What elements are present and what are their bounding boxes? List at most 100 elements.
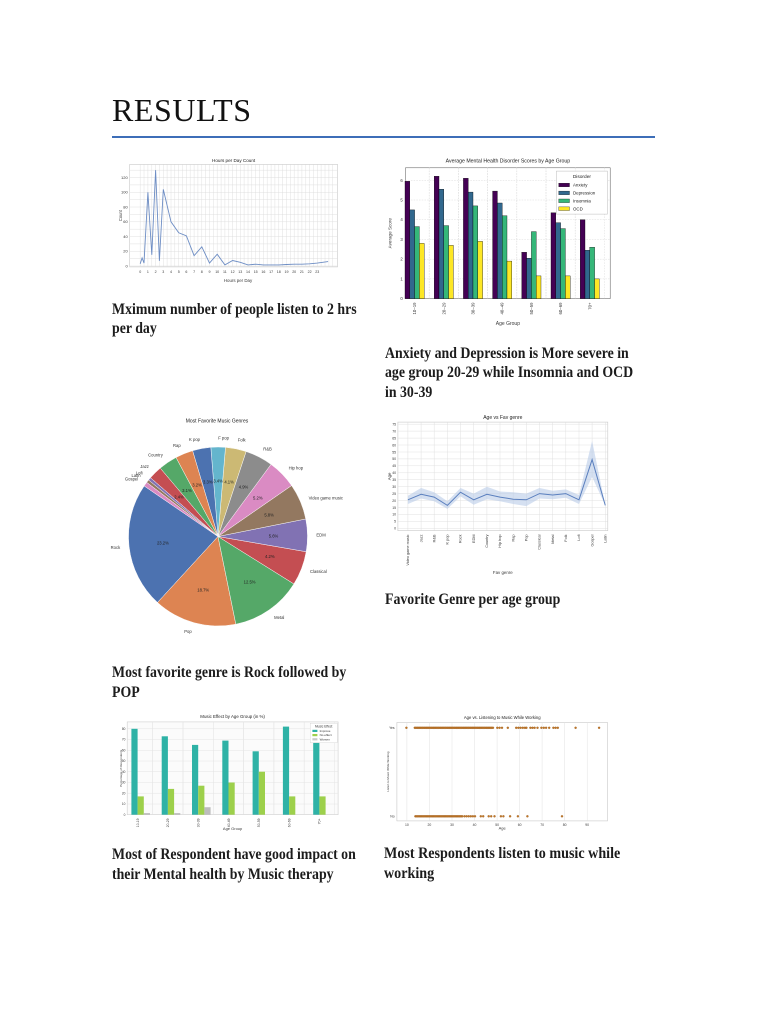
svg-text:50: 50: [122, 759, 126, 763]
svg-text:Listen to Music While Working: Listen to Music While Working: [386, 751, 390, 791]
svg-text:Jazz: Jazz: [140, 464, 149, 469]
svg-text:60: 60: [122, 749, 126, 753]
svg-text:Video game music: Video game music: [309, 496, 343, 501]
svg-text:R&B: R&B: [432, 534, 436, 542]
svg-text:60: 60: [123, 219, 128, 224]
svg-text:70: 70: [122, 738, 126, 742]
svg-text:9: 9: [209, 270, 211, 274]
svg-text:2: 2: [400, 257, 403, 262]
svg-text:Pop: Pop: [184, 629, 192, 634]
svg-text:8: 8: [201, 270, 203, 274]
svg-text:Gospel: Gospel: [125, 476, 138, 481]
svg-text:55: 55: [392, 450, 396, 454]
svg-text:10-19: 10-19: [136, 818, 140, 827]
svg-text:0: 0: [400, 296, 403, 301]
svg-text:40: 40: [473, 823, 477, 827]
svg-text:4.1%: 4.1%: [224, 480, 234, 485]
svg-text:15: 15: [392, 506, 396, 510]
svg-text:19: 19: [285, 270, 289, 274]
svg-text:14: 14: [246, 270, 250, 274]
svg-text:60–69: 60–69: [558, 302, 563, 315]
svg-text:70: 70: [540, 823, 544, 827]
svg-text:Classical: Classical: [538, 534, 542, 549]
svg-text:6: 6: [185, 270, 187, 274]
svg-text:Depression: Depression: [573, 191, 596, 196]
svg-text:80: 80: [122, 727, 126, 731]
svg-text:Insomnia: Insomnia: [573, 198, 591, 203]
svg-text:Count: Count: [118, 209, 123, 221]
svg-text:Classical: Classical: [310, 569, 327, 574]
svg-text:25: 25: [392, 492, 396, 496]
svg-text:7: 7: [193, 270, 195, 274]
svg-text:Music Effect: Music Effect: [315, 725, 332, 729]
svg-text:50: 50: [495, 823, 499, 827]
svg-text:Metal: Metal: [274, 615, 284, 620]
svg-text:20: 20: [122, 791, 126, 795]
svg-text:23: 23: [315, 270, 319, 274]
svg-text:1: 1: [147, 270, 149, 274]
svg-text:23.2%: 23.2%: [157, 540, 169, 545]
svg-text:70+: 70+: [318, 818, 322, 824]
svg-text:Country: Country: [148, 453, 164, 458]
svg-text:Hip hop: Hip hop: [498, 535, 502, 548]
svg-text:22: 22: [308, 270, 312, 274]
svg-text:18: 18: [277, 270, 281, 274]
svg-text:4: 4: [170, 270, 172, 274]
svg-text:120: 120: [121, 175, 128, 180]
svg-text:70+: 70+: [587, 302, 592, 310]
svg-text:0: 0: [124, 813, 126, 817]
svg-text:3.3%: 3.3%: [203, 479, 213, 484]
svg-text:Age vs. Listening to Music Whi: Age vs. Listening to Music While Working: [464, 715, 541, 720]
svg-text:18.7%: 18.7%: [197, 588, 209, 593]
svg-text:20-29: 20-29: [166, 818, 170, 827]
svg-text:10: 10: [215, 270, 219, 274]
svg-text:13: 13: [238, 270, 242, 274]
svg-text:60-69: 60-69: [287, 818, 291, 827]
svg-text:30: 30: [392, 485, 396, 489]
svg-text:Age: Age: [387, 472, 392, 480]
svg-text:35: 35: [392, 478, 396, 482]
svg-text:Metal: Metal: [551, 534, 555, 543]
svg-text:90: 90: [585, 823, 589, 827]
svg-text:Average Score: Average Score: [388, 218, 393, 249]
svg-text:3: 3: [400, 237, 403, 242]
svg-text:20: 20: [428, 823, 432, 827]
svg-text:Country: Country: [485, 534, 489, 547]
svg-text:70: 70: [392, 429, 396, 433]
svg-text:Percentage of Respondents: Percentage of Respondents: [119, 749, 123, 787]
svg-text:Pop: Pop: [525, 535, 529, 542]
svg-text:1: 1: [400, 276, 403, 281]
svg-text:20: 20: [392, 499, 396, 503]
svg-text:40: 40: [392, 471, 396, 475]
svg-text:Age: Age: [499, 825, 507, 830]
svg-text:Hours per Day: Hours per Day: [224, 278, 253, 283]
svg-text:K pop: K pop: [189, 437, 201, 442]
svg-text:Anxiety: Anxiety: [573, 183, 588, 188]
svg-text:10: 10: [405, 823, 409, 827]
svg-text:40: 40: [123, 234, 128, 239]
svg-text:17: 17: [269, 270, 273, 274]
svg-text:Music Effect by Age Group (in: Music Effect by Age Group (in %): [200, 714, 265, 719]
svg-text:Fav genre: Fav genre: [493, 570, 513, 575]
svg-text:Age Group: Age Group: [496, 321, 520, 327]
svg-text:Latin: Latin: [604, 535, 608, 543]
svg-text:11: 11: [223, 270, 227, 274]
svg-text:Most Favorite Music Genres: Most Favorite Music Genres: [186, 419, 249, 425]
svg-text:R&B: R&B: [263, 447, 272, 452]
svg-text:60: 60: [518, 823, 522, 827]
svg-text:Rap: Rap: [173, 443, 181, 448]
svg-text:30: 30: [122, 781, 126, 785]
svg-text:5: 5: [400, 198, 403, 203]
svg-text:EDM: EDM: [472, 535, 476, 543]
svg-text:5.8%: 5.8%: [264, 512, 274, 517]
svg-text:Jazz: Jazz: [419, 534, 423, 542]
svg-text:5: 5: [394, 520, 396, 524]
svg-text:Gospel: Gospel: [590, 534, 594, 546]
svg-text:30–39: 30–39: [471, 302, 476, 315]
svg-text:15: 15: [254, 270, 258, 274]
svg-text:2.4%: 2.4%: [174, 495, 184, 500]
svg-text:K pop: K pop: [446, 535, 450, 545]
svg-text:Lofi: Lofi: [136, 471, 143, 476]
svg-text:100: 100: [121, 190, 128, 195]
svg-text:50: 50: [392, 457, 396, 461]
